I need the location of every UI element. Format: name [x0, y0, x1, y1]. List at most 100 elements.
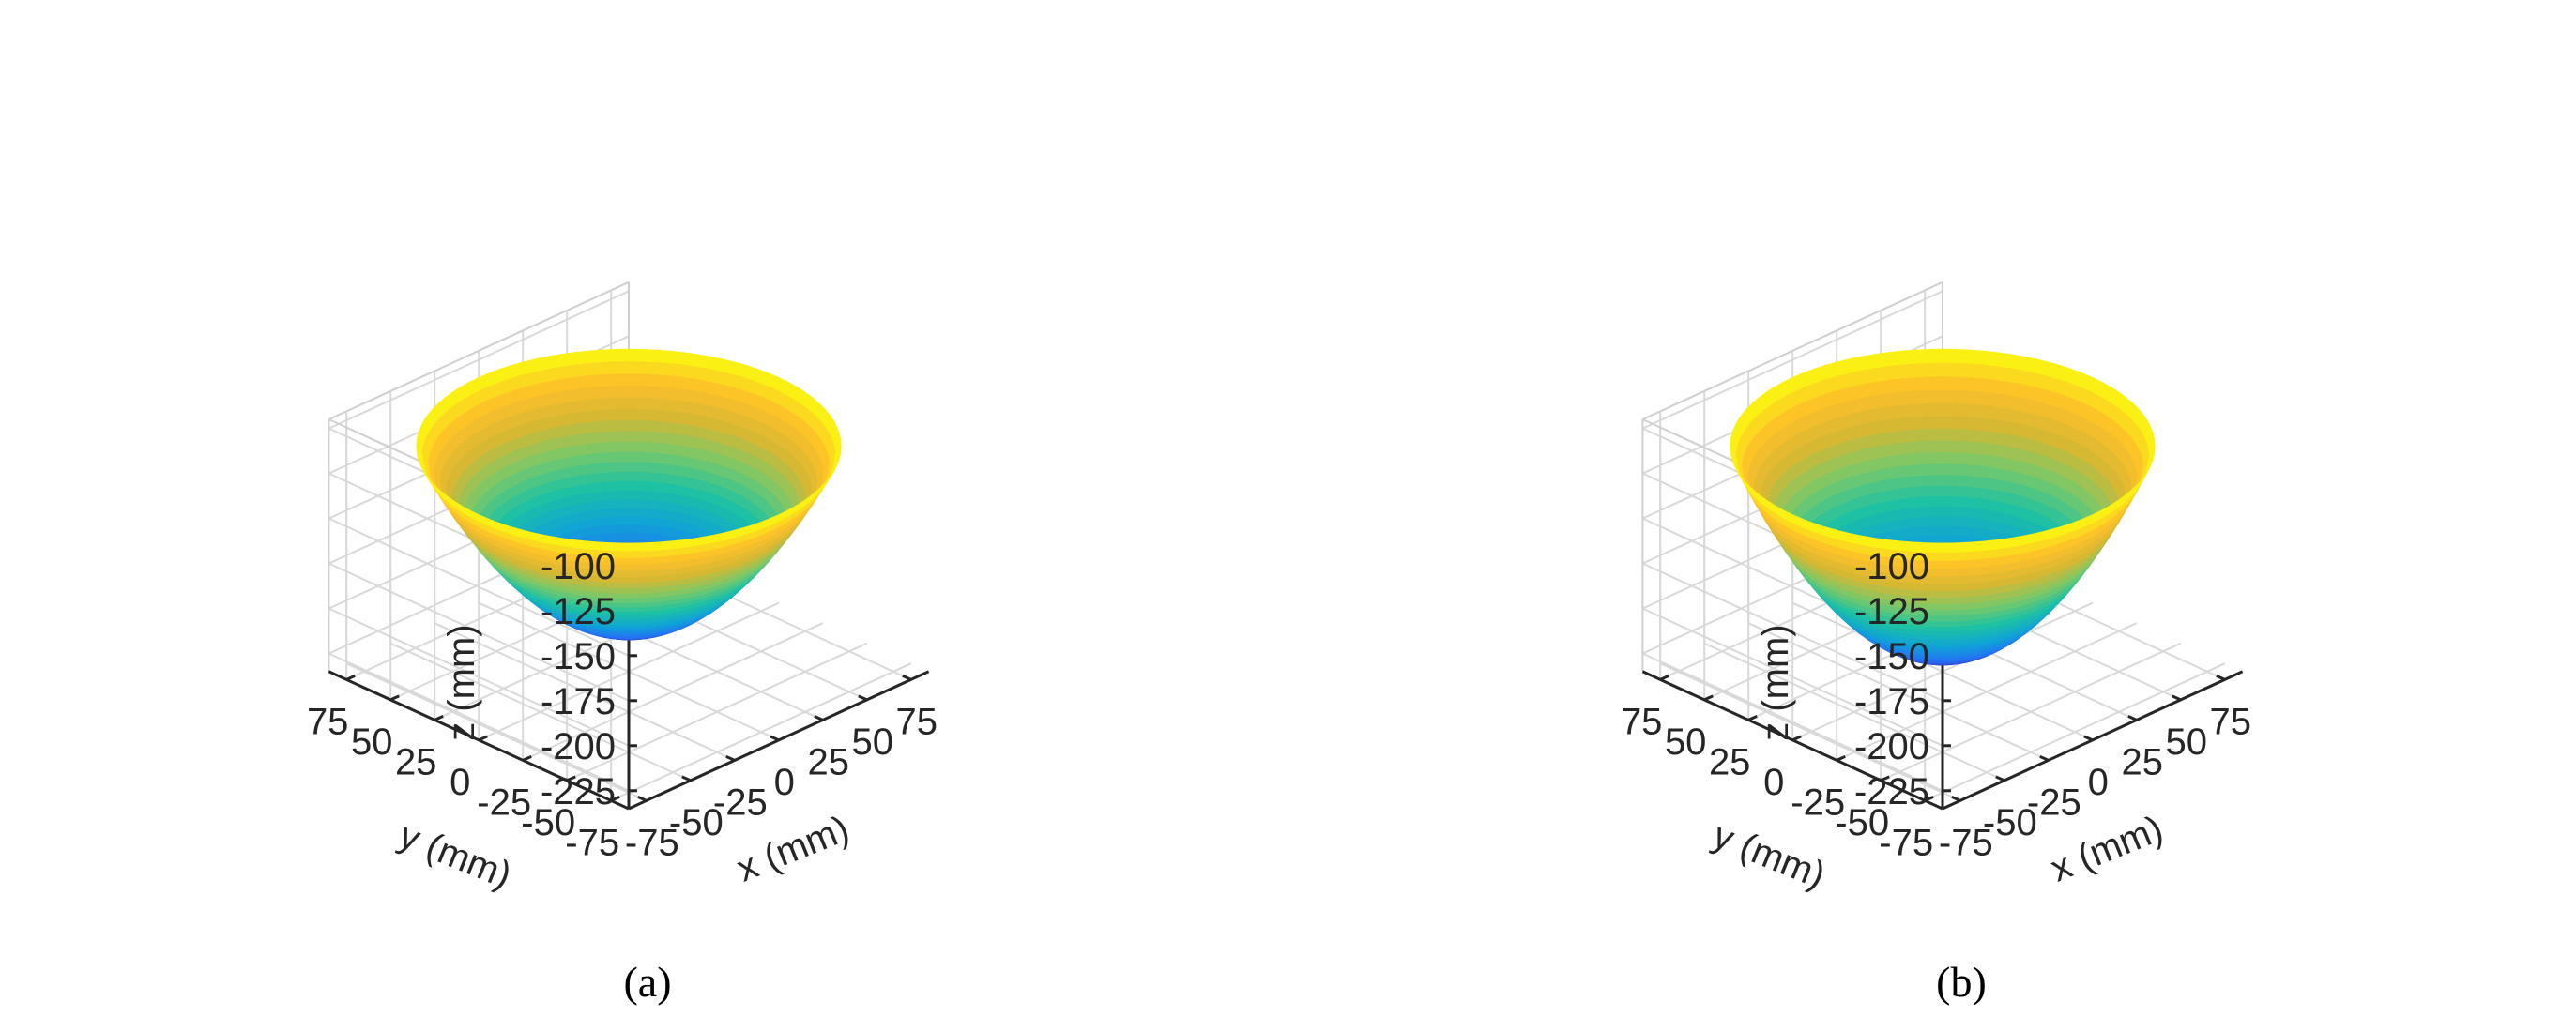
z-tick-label: -100 — [541, 546, 616, 587]
grid-line — [522, 622, 824, 762]
surface-patch — [1949, 516, 1960, 528]
surface-patch — [559, 352, 576, 368]
surface-patch — [617, 431, 630, 444]
surface-patch — [650, 420, 664, 434]
surface-patch — [1923, 496, 1935, 508]
surface-patch — [1942, 376, 1957, 392]
surface-patch — [1906, 416, 1921, 432]
surface-patch — [649, 431, 663, 445]
surface-patch — [1918, 428, 1932, 443]
surface-patch — [628, 419, 641, 433]
surface-patch — [1914, 362, 1930, 379]
surface-patch — [628, 397, 642, 411]
surface-patch — [1942, 506, 1953, 518]
surface-patch — [603, 408, 618, 422]
surface-patch — [1976, 417, 1991, 433]
surface-patch — [1915, 376, 1931, 392]
surface-patch — [638, 441, 651, 454]
surface-patch — [1964, 429, 1978, 444]
surface-patch — [628, 569, 642, 578]
surface-patch — [1920, 452, 1933, 466]
surface-patch — [614, 542, 630, 552]
surface-patch — [608, 471, 620, 483]
x-tick-mark — [902, 675, 912, 681]
surface-patch — [1968, 363, 1984, 380]
surface-patch — [617, 462, 630, 474]
surface-patch — [1995, 352, 2012, 370]
surface-patch — [619, 508, 630, 518]
surface-patch — [637, 462, 649, 474]
surface-patch — [1952, 452, 1965, 466]
surface-patch — [608, 462, 620, 474]
surface-patch — [639, 419, 653, 433]
surface-patch — [635, 516, 646, 526]
surface-patch — [587, 349, 602, 365]
surface-patch — [641, 348, 658, 364]
surface-patch — [1942, 451, 1955, 465]
surface-patch — [1978, 391, 1994, 408]
surface-patch — [614, 348, 630, 363]
surface-patch — [663, 399, 678, 414]
surface-patch — [603, 397, 617, 411]
surface-patch — [594, 431, 608, 445]
surface-patch — [1954, 402, 1968, 418]
surface-patch — [1930, 451, 1943, 465]
box-edge — [328, 281, 630, 420]
x-tick-label: 75 — [896, 701, 938, 742]
surface-patch — [647, 472, 659, 484]
surface-patch — [628, 451, 640, 463]
surface-patch — [1930, 440, 1943, 454]
surface-patch — [1955, 362, 1971, 379]
surface-patch — [1951, 485, 1963, 498]
surface-patch — [628, 532, 637, 541]
surface-patch — [1967, 377, 1983, 393]
surface-patch — [1955, 348, 1972, 365]
surface-patch — [628, 462, 640, 474]
surface-patch — [1928, 389, 1943, 405]
surface-patch — [1962, 452, 1975, 467]
surface-patch — [637, 471, 649, 483]
x-tick-mark — [814, 715, 824, 721]
z-tick-label: -175 — [541, 681, 616, 722]
surface-patch — [1910, 452, 1923, 467]
surface-patch — [617, 592, 630, 599]
surface-patch — [1942, 525, 1952, 537]
surface-patch — [1942, 416, 1956, 430]
surface-patch — [618, 480, 630, 493]
surface-patch — [1875, 366, 1892, 383]
z-tick-label: -150 — [541, 636, 616, 677]
surface-patch — [1951, 475, 1963, 488]
surface-patch — [1926, 525, 1936, 538]
surface-patch — [1942, 516, 1952, 527]
x-tick-mark — [681, 775, 692, 782]
surface-patch — [1964, 416, 1979, 432]
surface-patch — [628, 508, 638, 518]
surface-patch — [591, 398, 606, 412]
surface-patch — [1932, 495, 1943, 508]
surface-patch — [620, 532, 630, 541]
surface-patch — [1931, 475, 1943, 488]
surface-patch — [605, 431, 619, 444]
y-tick-label: 75 — [307, 701, 349, 742]
surface-patch — [1893, 404, 1908, 420]
surface-patch — [580, 410, 595, 424]
surface-patch — [628, 601, 640, 608]
surface-patch — [1942, 475, 1954, 488]
surface-patch — [1928, 362, 1943, 378]
surface-patch — [1952, 440, 1966, 454]
y-tick-label: -75 — [565, 822, 619, 863]
surface-patch — [636, 481, 648, 493]
surface-patch — [1960, 486, 1973, 499]
surface-patch — [600, 348, 617, 364]
surface-patch — [655, 540, 671, 551]
surface-patch — [1922, 485, 1934, 498]
y-tick-mark — [478, 735, 488, 742]
surface-patch — [601, 361, 617, 376]
surface-patch — [617, 601, 630, 608]
surface-patch — [668, 350, 685, 366]
surface-patch — [1924, 506, 1935, 519]
surface-patch — [602, 386, 617, 400]
z-axis-label: z (mm) — [441, 624, 482, 740]
surface-patch — [572, 350, 589, 366]
